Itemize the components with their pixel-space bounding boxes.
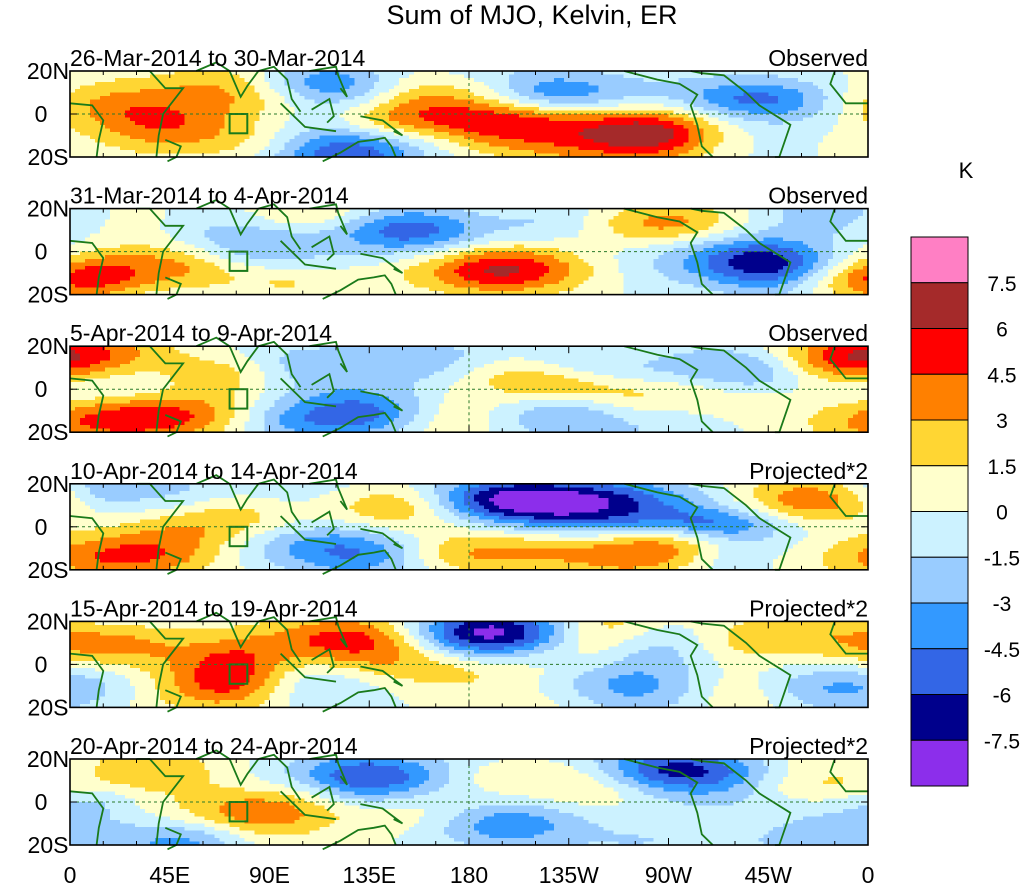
panel-type-label: Observed [768,45,868,71]
colorbar-units-label: K [959,158,974,183]
chart-title: Sum of MJO, Kelvin, ER [386,0,677,30]
panel-type-label: Observed [768,320,868,346]
y-tick-label: 20S [28,832,69,858]
colorbar-level-label: -6 [993,685,1012,708]
x-tick-label: 135W [539,862,599,888]
colorbar-level-label: -1.5 [984,547,1020,570]
y-tick-label: 20S [28,144,69,170]
colorbar-level-label: 1.5 [987,456,1016,479]
x-tick-label: 135E [342,862,396,888]
panel-type-label: Projected*2 [749,458,868,484]
colorbar-swatch [911,283,968,329]
y-tick-label: 0 [35,789,48,815]
colorbar-level-label: 4.5 [987,364,1016,387]
y-tick-label: 20N [27,608,69,634]
x-tick-label: 0 [862,862,875,888]
map-panel-4: 20N 0 20S 10-Apr-2014 to 14-Apr-2014 Project… [27,458,869,583]
map-panel-6: 20N 0 20S 20-Apr-2014 to 24-Apr-2014 Project… [27,733,869,858]
y-tick-label: 20S [28,557,69,583]
y-tick-label: 0 [35,514,48,540]
colorbar-swatch [911,557,968,603]
x-tick-label: 45E [149,862,190,888]
colorbar-swatch [911,374,968,420]
panel-period-label: 31-Mar-2014 to 4-Apr-2014 [70,183,349,209]
panel-type-label: Projected*2 [749,595,868,621]
x-tick-label: 180 [450,862,488,888]
y-tick-label: 0 [35,101,48,127]
colorbar-level-label: -4.5 [984,639,1020,662]
chart-figure: Sum of MJO, Kelvin, ER 20N 0 20S 26-Mar-201… [0,0,1024,889]
colorbar-level-label: 6 [996,319,1008,342]
panel-period-label: 15-Apr-2014 to 19-Apr-2014 [70,595,358,621]
y-tick-label: 0 [35,376,48,402]
y-tick-label: 20S [28,419,69,445]
y-tick-label: 0 [35,651,48,677]
colorbar-swatch [911,329,968,375]
y-tick-label: 20N [27,746,69,772]
y-tick-label: 20N [27,333,69,359]
colorbar-level-label: 3 [996,410,1008,433]
y-tick-label: 20S [28,694,69,720]
colorbar: 7.5 6 4.5 3 1.5 0 -1.5 -3 -4.5 -6 -7.5 [911,237,1020,786]
colorbar-swatch [911,695,968,741]
y-tick-label: 0 [35,239,48,265]
y-tick-label: 20N [27,471,69,497]
colorbar-level-label: -3 [993,593,1012,616]
map-panel-5: 20N 0 20S 15-Apr-2014 to 19-Apr-2014 Project… [27,595,869,720]
colorbar-level-label: -7.5 [984,730,1020,753]
map-panel-1: 20N 0 20S 26-Mar-2014 to 30-Mar-2014 Observe… [27,45,869,170]
panel-type-label: Projected*2 [749,733,868,759]
colorbar-level-label: 0 [996,502,1008,525]
panel-type-label: Observed [768,183,868,209]
y-tick-label: 20N [27,196,69,222]
y-tick-label: 20N [27,58,69,84]
panel-period-label: 10-Apr-2014 to 14-Apr-2014 [70,458,358,484]
panel-period-label: 20-Apr-2014 to 24-Apr-2014 [70,733,358,759]
panel-period-label: 5-Apr-2014 to 9-Apr-2014 [70,320,332,346]
colorbar-swatch [911,649,968,695]
map-panel-2: 20N 0 20S 31-Mar-2014 to 4-Apr-2014 Observed [27,183,869,308]
y-tick-label: 20S [28,282,69,308]
x-tick-label: 0 [64,862,77,888]
panel-period-label: 26-Mar-2014 to 30-Mar-2014 [70,45,366,71]
x-axis-tick-labels: 0 45E 90E 135E 180 135W 90W 45W 0 [64,862,875,888]
colorbar-level-label: 7.5 [987,273,1016,296]
map-panels: 20N 0 20S 26-Mar-2014 to 30-Mar-2014 Observe… [27,45,869,858]
map-panel-3: 20N 0 20S 5-Apr-2014 to 9-Apr-2014 Observed [27,320,869,445]
x-tick-label: 45W [745,862,793,888]
colorbar-swatch [911,466,968,512]
colorbar-swatch [911,512,968,558]
colorbar-swatch [911,603,968,649]
colorbar-swatch [911,740,968,786]
colorbar-swatch [911,237,968,283]
x-tick-label: 90W [645,862,693,888]
colorbar-swatch [911,420,968,466]
x-tick-label: 90E [249,862,290,888]
